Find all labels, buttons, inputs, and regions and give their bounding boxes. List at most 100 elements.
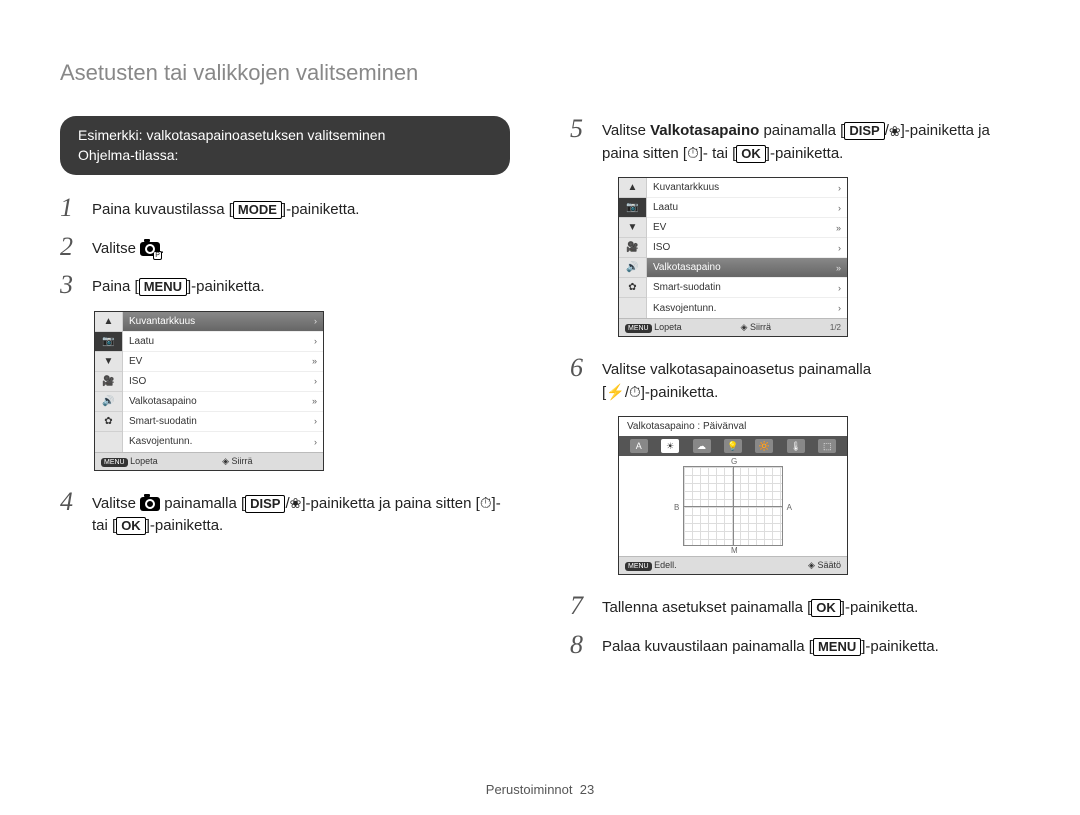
step-num: 7 [570, 593, 592, 619]
chevron-double-icon: » [836, 223, 841, 233]
menu-button-label: MENU [139, 278, 187, 296]
t: Valitse [92, 240, 140, 257]
t: ]-painiketta. [146, 517, 224, 534]
wb-fluor1-icon: 💡 [724, 439, 742, 453]
side-video-icon: 🎥 [619, 238, 646, 258]
t: Valitse valkotasapainoasetus painamalla [602, 359, 871, 382]
page-footer: Perustoiminnot 23 [0, 782, 1080, 797]
foot-exit: Lopeta [654, 322, 682, 332]
menu-btn-icon: MENU [625, 562, 652, 571]
foot-exit: Lopeta [130, 456, 158, 466]
wb-cloudy-icon: ☁ [693, 439, 711, 453]
menu-screenshot-2: ▲ 📷 ▼ 🎥 🔊 ✿ Kuvantarkkuus› Laatu› EV» IS… [618, 177, 848, 337]
step-5: 5 Valitse Valkotasapaino painamalla [DIS… [570, 116, 1020, 165]
step-text: Valitse Valkotasapaino painamalla [DISP/… [602, 116, 1020, 165]
chevron-icon: › [314, 336, 317, 346]
chevron-icon: › [314, 316, 317, 326]
timer-icon: ⏱ [629, 382, 641, 405]
timer-icon: ⏱ [687, 143, 699, 166]
bold-label: Valkotasapaino [650, 122, 759, 139]
foot-adjust: Säätö [817, 560, 841, 570]
nav-icon: ◈ [808, 560, 815, 570]
menu-row: EV» [647, 218, 847, 238]
wb-fluor2-icon: 🔆 [755, 439, 773, 453]
step-text: Paina kuvaustilassa [MODE]-painiketta. [92, 195, 359, 222]
wb-preview: G M B A [619, 456, 847, 556]
step-num: 5 [570, 116, 592, 142]
side-down-icon: ▼ [95, 352, 122, 372]
step-3: 3 Paina [MENU]-painiketta. [60, 272, 510, 299]
side-gear-icon: ✿ [619, 278, 646, 298]
side-video-icon: 🎥 [95, 372, 122, 392]
menu-row: Kasvojentunn.› [647, 298, 847, 318]
step-num: 8 [570, 632, 592, 658]
t: painamalla [ [759, 122, 844, 139]
step-num: 6 [570, 355, 592, 381]
menu-btn-icon: MENU [625, 324, 652, 333]
wb-tungsten-icon: 🌡 [787, 439, 805, 453]
flower-icon: ❀ [290, 493, 302, 514]
wb-label-g: G [731, 457, 737, 466]
step-2: 2 Valitse P. [60, 234, 510, 261]
example-line1: Esimerkki: valkotasapainoasetuksen valit… [78, 126, 492, 146]
side-down-icon: ▼ [619, 218, 646, 238]
example-pill: Esimerkki: valkotasapainoasetuksen valit… [60, 116, 510, 175]
step-text: Paina [MENU]-painiketta. [92, 272, 265, 299]
chevron-icon: › [838, 283, 841, 293]
wb-auto-icon: A [630, 439, 648, 453]
menu-row: ISO› [647, 238, 847, 258]
t: ]-painiketta. [841, 599, 919, 616]
foot-move: Siirrä [750, 322, 771, 332]
foot-back: Edell. [654, 560, 677, 570]
menu-row: Kasvojentunn.› [123, 432, 323, 452]
footer-page: 23 [580, 782, 594, 797]
example-line2: Ohjelma-tilassa: [78, 146, 492, 166]
t: Paina kuvaustilassa [ [92, 201, 233, 218]
menu-rows: Kuvantarkkuus› Laatu› EV» ISO› Valkotasa… [123, 312, 323, 452]
nav-icon: ◈ [222, 456, 229, 466]
t: Valitse [602, 122, 650, 139]
side-camera-icon: 📷 [95, 332, 122, 352]
side-camera-icon: 📷 [619, 198, 646, 218]
t: ]-painiketta ja paina sitten [ [301, 495, 479, 512]
menu-row: Kuvantarkkuus› [647, 178, 847, 198]
menu-footer: MENU Lopeta ◈ Siirrä [95, 452, 323, 470]
chevron-icon: › [314, 376, 317, 386]
menu-screenshot-1: ▲ 📷 ▼ 🎥 🔊 ✿ Kuvantarkkuus› Laatu› EV» IS… [94, 311, 324, 471]
row-label: Smart-suodatin [653, 282, 721, 293]
step-1: 1 Paina kuvaustilassa [MODE]-painiketta. [60, 195, 510, 222]
menu-footer: MENU Lopeta ◈ Siirrä 1/2 [619, 318, 847, 336]
menu-row: EV» [123, 352, 323, 372]
menu-row-selected: Kuvantarkkuus › [123, 312, 323, 332]
row-label: Kuvantarkkuus [653, 182, 719, 193]
wb-label-b: B [674, 503, 679, 512]
step-text: Valitse valkotasapainoasetus painamalla … [602, 355, 871, 404]
row-label: Kuvantarkkuus [129, 316, 195, 327]
menu-rows: Kuvantarkkuus› Laatu› EV» ISO› Valkotasa… [647, 178, 847, 318]
t: ]-painiketta. [187, 278, 265, 295]
row-label: ISO [129, 376, 146, 387]
chevron-icon: › [838, 243, 841, 253]
ok-button-label: OK [116, 517, 146, 535]
step-num: 2 [60, 234, 82, 260]
row-label: Kasvojentunn. [129, 436, 192, 447]
chevron-icon: › [838, 203, 841, 213]
t: Palaa kuvaustilaan painamalla [ [602, 638, 813, 655]
t: ]-painiketta. [282, 201, 360, 218]
t: ]- tai [ [699, 145, 737, 162]
foot-move: Siirrä [232, 456, 253, 466]
row-label: Laatu [653, 202, 678, 213]
menu-button-label: MENU [813, 638, 861, 656]
chevron-double-icon: » [312, 356, 317, 366]
wb-option-strip: A ☀ ☁ 💡 🔆 🌡 ⬚ [619, 436, 847, 456]
wb-label-m: M [731, 546, 738, 555]
step-text: Valitse P. [92, 234, 164, 261]
side-gear-icon: ✿ [95, 412, 122, 432]
step-num: 4 [60, 489, 82, 515]
foot-page: 1/2 [830, 323, 841, 332]
menu-row: ISO › [123, 372, 323, 392]
chevron-double-icon: » [836, 263, 841, 273]
wb-screenshot: Valkotasapaino : Päivänval A ☀ ☁ 💡 🔆 🌡 ⬚… [618, 416, 848, 575]
row-label: Valkotasapaino [129, 396, 197, 407]
t: ]-painiketta. [641, 384, 719, 401]
